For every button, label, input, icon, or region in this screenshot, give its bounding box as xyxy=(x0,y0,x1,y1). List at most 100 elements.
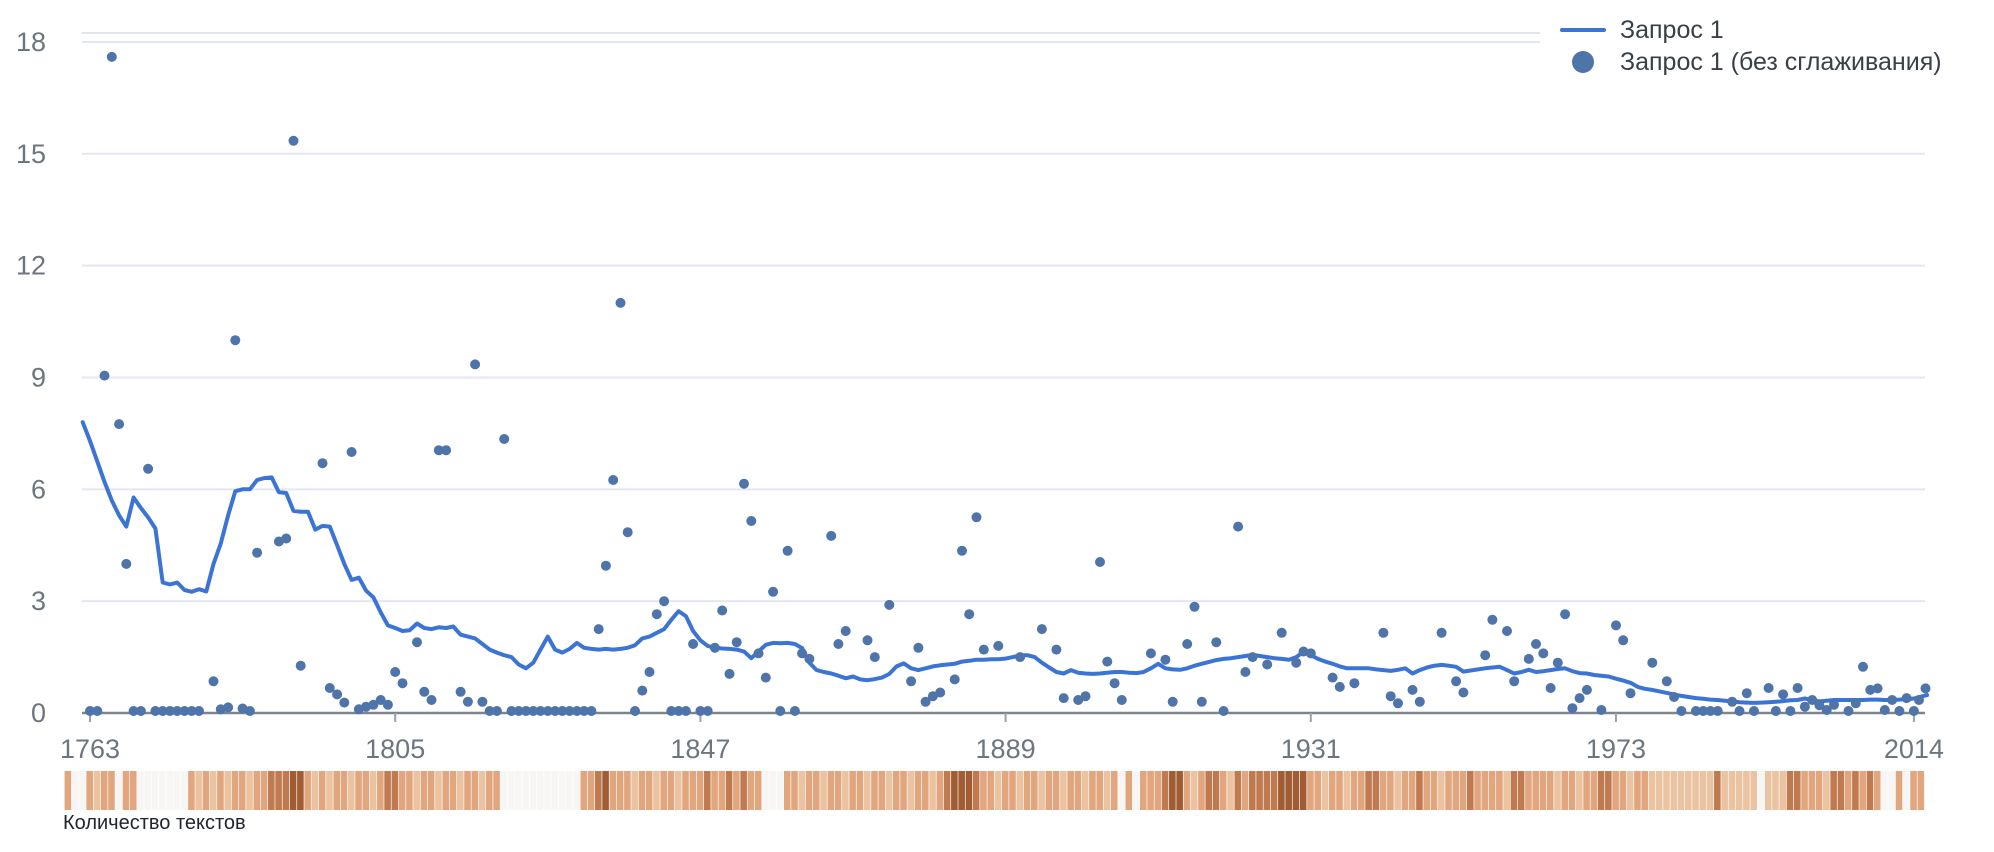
heatmap-bar xyxy=(1605,771,1612,810)
heatmap-bar xyxy=(1437,771,1445,810)
scatter-point xyxy=(143,463,154,474)
scatter-point xyxy=(324,683,335,693)
heatmap-bar xyxy=(486,771,493,810)
heatmap-bar xyxy=(1503,771,1510,810)
heatmap-bar xyxy=(1038,771,1045,810)
scatter-point xyxy=(1596,705,1607,715)
scatter-point xyxy=(753,648,764,659)
heatmap-bar xyxy=(929,771,936,810)
y-axis-label-12: 12 xyxy=(16,251,46,281)
scatter-point xyxy=(1218,706,1229,716)
scatter-point xyxy=(1705,706,1716,716)
heatmap-bar xyxy=(1074,771,1082,810)
scatter-point xyxy=(172,706,183,716)
heatmap-bar xyxy=(100,771,108,810)
scatter-point xyxy=(1618,635,1629,646)
scatter-point xyxy=(760,672,771,683)
heatmap-bar xyxy=(86,771,93,810)
heatmap-bar xyxy=(667,771,675,810)
heatmap-bar xyxy=(565,771,573,810)
heatmap-bar xyxy=(943,771,951,810)
x-axis-label-1763: 1763 xyxy=(60,734,120,764)
heatmap-bar xyxy=(813,771,820,810)
heatmap-bar xyxy=(965,771,973,810)
scatter-point xyxy=(455,686,466,697)
heatmap-bar xyxy=(456,771,464,810)
scatter-point xyxy=(106,51,117,62)
heatmap-bar xyxy=(1699,771,1707,810)
heatmap-bar xyxy=(1626,771,1634,810)
scatter-point xyxy=(1502,626,1512,636)
heatmap-bar xyxy=(871,771,878,810)
heatmap-bar xyxy=(587,771,595,810)
scatter-point xyxy=(1850,698,1861,709)
heatmap-bar xyxy=(1517,771,1525,810)
scatter-point xyxy=(949,674,960,685)
heatmap-bar xyxy=(660,771,668,810)
heatmap-bar xyxy=(71,771,79,810)
scatter-point xyxy=(651,609,662,620)
heatmap-bar xyxy=(1103,771,1111,810)
legend-item-label: Запрос 1 xyxy=(1620,15,1724,44)
heatmap-bar xyxy=(369,771,377,810)
heatmap-bar xyxy=(260,771,268,810)
heatmap-bar xyxy=(1379,771,1387,810)
heatmap-bar xyxy=(1837,771,1845,810)
scatter-point xyxy=(775,706,786,716)
scatter-point xyxy=(1901,693,1912,704)
heatmap-bar xyxy=(1750,771,1757,810)
scatter-point xyxy=(789,706,800,716)
scatter-point xyxy=(1407,684,1418,695)
heatmap-bar xyxy=(144,771,152,810)
heatmap-bar xyxy=(529,771,537,810)
heatmap-bar xyxy=(238,771,246,810)
heatmap-bar xyxy=(1670,771,1678,810)
heatmap-bar xyxy=(653,771,660,810)
scatter-point xyxy=(1807,695,1818,705)
heatmap-bar xyxy=(609,771,617,810)
scatter-point xyxy=(1574,693,1585,704)
heatmap-bar xyxy=(1873,771,1881,810)
heatmap-bar xyxy=(1772,771,1779,810)
scatter-point xyxy=(1480,650,1491,661)
scatter-point xyxy=(1109,678,1120,689)
heatmap-bar xyxy=(1706,771,1714,810)
heatmap-bar xyxy=(1844,771,1852,810)
x-axis-label-1847: 1847 xyxy=(670,734,730,764)
scatter-point xyxy=(295,660,306,671)
heatmap-bar xyxy=(471,771,479,810)
legend-item-raw[interactable]: Запрос 1 (без сглаживания) xyxy=(1560,46,1994,78)
heatmap-bar xyxy=(289,771,297,810)
heatmap-bar xyxy=(1372,771,1380,810)
scatter-point xyxy=(622,527,633,538)
scatter-point xyxy=(746,516,757,526)
scatter-point xyxy=(1814,700,1825,711)
heatmap-bar xyxy=(762,771,769,810)
scatter-point xyxy=(1116,695,1127,705)
heatmap-bar xyxy=(1692,771,1699,810)
heatmap-bar xyxy=(1554,771,1561,810)
heatmap-bar xyxy=(1408,771,1416,810)
line-swatch-icon xyxy=(1560,28,1606,32)
heatmap-bar xyxy=(987,771,995,810)
scatter-point xyxy=(433,445,444,456)
heatmap-bar xyxy=(1365,771,1372,810)
scatter-point xyxy=(971,512,982,523)
heatmap-bar xyxy=(1343,771,1351,810)
scatter-point xyxy=(1770,706,1781,716)
heatmap-bar xyxy=(1198,771,1205,810)
heatmap-bar xyxy=(834,771,842,810)
heatmap-bar xyxy=(994,771,1002,810)
heatmap-bar xyxy=(217,771,224,810)
heatmap-bar xyxy=(1859,771,1866,810)
legend-item-smoothed[interactable]: Запрос 1 xyxy=(1560,14,1994,46)
heatmap-bar xyxy=(1183,771,1191,810)
heatmap-bar xyxy=(522,771,529,810)
heatmap-bar xyxy=(842,771,849,810)
heatmap-bar xyxy=(624,771,631,810)
scatter-point xyxy=(1393,698,1403,709)
scatter-point xyxy=(1843,706,1854,716)
scatter-point xyxy=(1095,557,1105,567)
y-axis-label-3: 3 xyxy=(31,586,46,616)
scatter-point xyxy=(630,706,640,716)
